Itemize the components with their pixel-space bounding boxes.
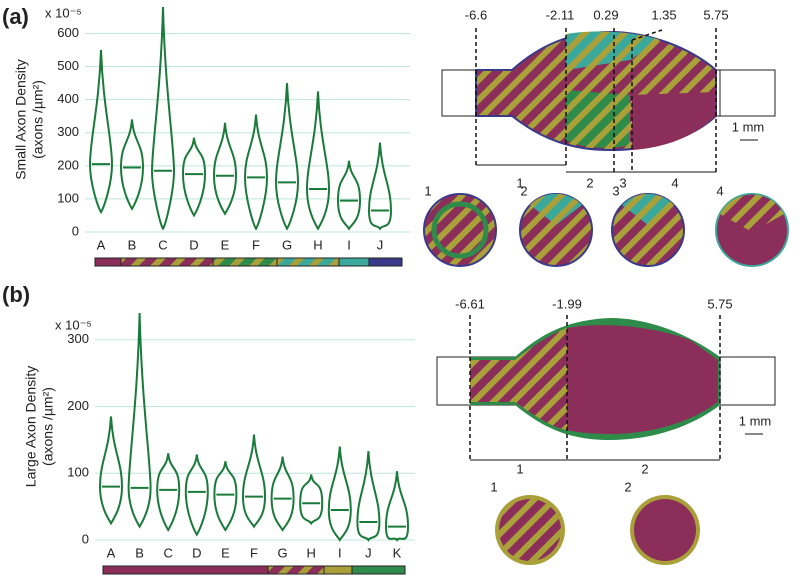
violin xyxy=(212,122,238,216)
segment-label: 2 xyxy=(641,461,648,476)
x-tick-label: H xyxy=(313,237,322,252)
violin xyxy=(156,453,181,532)
nerve-diagram xyxy=(436,315,776,565)
scale-label: 1 mm xyxy=(739,413,772,428)
position-label: -6.6 xyxy=(465,7,487,22)
y-tick-label: 300 xyxy=(57,124,79,139)
x-tick-label: B xyxy=(128,237,137,252)
violin xyxy=(356,451,381,542)
violin xyxy=(270,456,295,532)
x-tick-label: I xyxy=(338,545,342,560)
violin xyxy=(299,474,324,526)
y-tick-label: 0 xyxy=(72,223,79,238)
x-tick-label: J xyxy=(365,545,372,560)
violin xyxy=(367,142,393,231)
x-tick-label: F xyxy=(250,545,258,560)
x-tick-label: A xyxy=(107,545,116,560)
color-bar xyxy=(94,257,403,267)
y-tick-label: 300 xyxy=(67,331,89,346)
violin xyxy=(336,160,362,231)
x-tick-label: B xyxy=(135,545,144,560)
section-label: 3 xyxy=(612,183,619,198)
y-tick-label: 100 xyxy=(57,190,79,205)
violin xyxy=(98,416,124,526)
x-tick-label: H xyxy=(307,545,316,560)
x-tick-label: E xyxy=(221,237,230,252)
section-label: 2 xyxy=(520,183,527,198)
x-tick-label: A xyxy=(97,237,106,252)
position-label: 5.75 xyxy=(707,296,732,311)
segment-label: 3 xyxy=(619,175,626,190)
section-label: 1 xyxy=(424,183,431,198)
x-tick-label: E xyxy=(221,545,230,560)
x-tick-label: I xyxy=(347,237,351,252)
x-tick-label: G xyxy=(278,545,288,560)
position-label: 0.29 xyxy=(593,7,618,22)
y-axis-label: Large Axon Density xyxy=(23,366,39,487)
segment-label: 2 xyxy=(586,175,593,190)
x-tick-label: D xyxy=(192,545,201,560)
violin xyxy=(119,119,145,211)
y-unit: x 10⁻⁵ xyxy=(55,317,92,332)
position-label: -1.99 xyxy=(552,296,582,311)
position-label: 1.35 xyxy=(651,7,676,22)
y-unit: x 10⁻⁵ xyxy=(45,5,82,20)
violin xyxy=(305,91,331,231)
violin xyxy=(241,434,267,529)
position-label: -2.11 xyxy=(546,7,575,22)
diagram-labels: -6.6 -2.11 0.29 1.35 5.75 1 mm 1 2 3 4 1… xyxy=(424,7,764,198)
y-axis-label: (axons /µm²) xyxy=(40,387,56,466)
violin xyxy=(88,49,114,215)
violin xyxy=(184,454,209,537)
x-tick-label: D xyxy=(189,237,198,252)
section-label: 1 xyxy=(490,479,497,494)
y-axis-label: (axons /µm²) xyxy=(30,80,46,159)
section-label: 4 xyxy=(716,183,723,198)
y-axis-label: Small Axon Density xyxy=(13,59,29,180)
segment-label: 4 xyxy=(671,175,678,190)
y-tick-label: 500 xyxy=(57,58,79,73)
x-tick-label: F xyxy=(252,237,260,252)
diagram-labels: -6.61 -1.99 5.75 1 mm 1 2 1 2 xyxy=(455,296,771,494)
violin xyxy=(213,461,238,532)
segment-label: 1 xyxy=(516,461,523,476)
violin xyxy=(243,114,269,231)
violin xyxy=(150,6,176,231)
panel-label: (b) xyxy=(2,282,30,307)
x-tick-label: C xyxy=(164,545,173,560)
y-tick-label: 400 xyxy=(57,91,79,106)
violin xyxy=(327,446,352,542)
segment-label: 1 xyxy=(516,175,523,190)
section-label: 2 xyxy=(624,479,631,494)
y-tick-label: 600 xyxy=(57,25,79,40)
x-tick-label: G xyxy=(282,237,292,252)
position-label: -6.61 xyxy=(455,296,485,311)
y-tick-label: 200 xyxy=(57,157,79,172)
scale-label: 1 mm xyxy=(732,119,765,134)
violin xyxy=(384,471,410,542)
violin xyxy=(127,312,152,529)
color-bar xyxy=(102,565,406,575)
violin xyxy=(181,137,207,218)
x-tick-label: C xyxy=(158,237,167,252)
y-tick-label: 200 xyxy=(67,398,89,413)
y-tick-label: 100 xyxy=(67,465,89,480)
y-tick-label: 0 xyxy=(82,531,89,546)
x-tick-label: K xyxy=(393,545,402,560)
panel-label: (a) xyxy=(2,4,29,29)
x-tick-label: J xyxy=(377,237,384,252)
nerve-diagram xyxy=(423,28,789,267)
position-label: 5.75 xyxy=(703,7,728,22)
violin xyxy=(274,83,300,231)
